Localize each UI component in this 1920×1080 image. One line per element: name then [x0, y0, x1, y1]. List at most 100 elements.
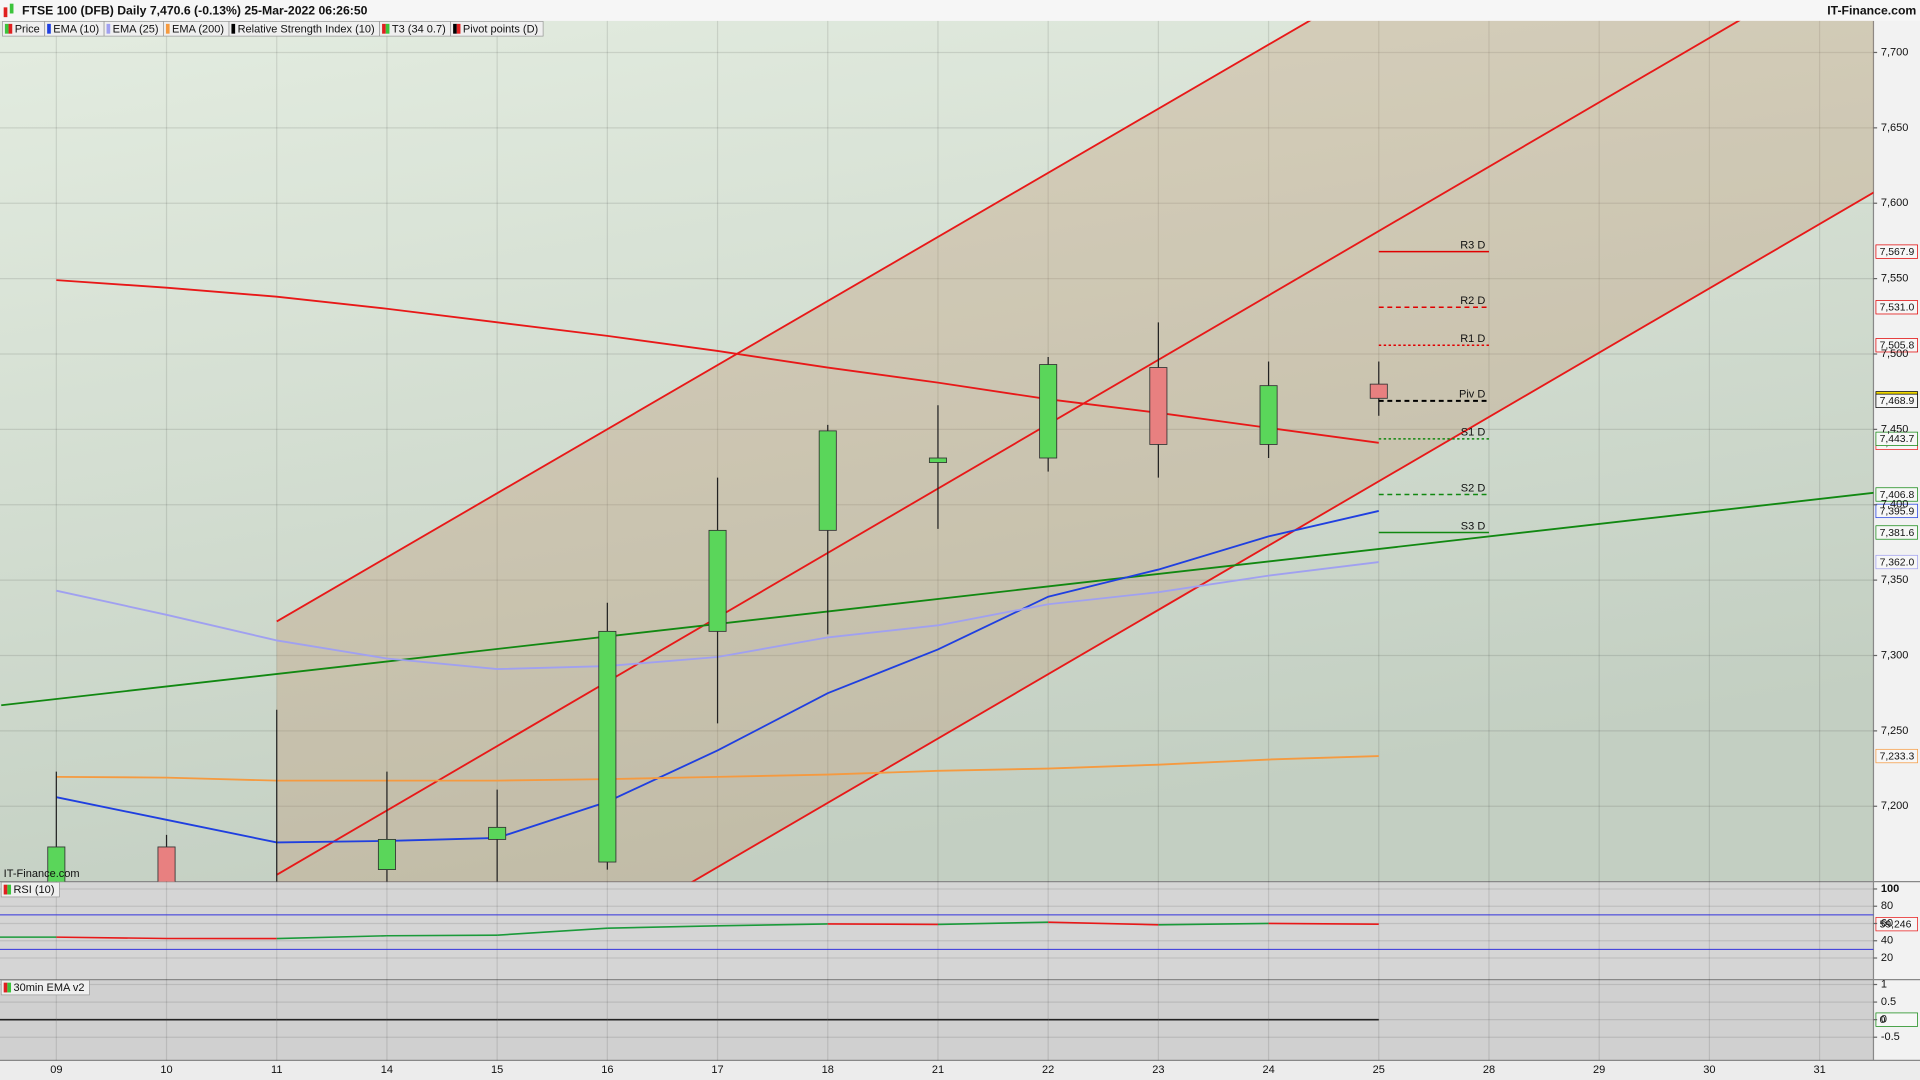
indicator-line — [1158, 922, 1269, 926]
indicator-line — [386, 934, 498, 937]
legend-chip-icon — [8, 23, 13, 34]
y-tick-label: 7,700 — [1881, 46, 1909, 58]
indicator-line — [1048, 921, 1159, 926]
brand: IT-Finance.com — [1827, 3, 1916, 17]
legend-label: Pivot points (D) — [463, 23, 538, 35]
y-tick-label: 40 — [1881, 935, 1893, 947]
x-tick-label: 11 — [271, 1064, 282, 1076]
value-badge-label: 7,381.6 — [1880, 528, 1915, 539]
y-tick-label: 7,400 — [1881, 499, 1909, 511]
pivot-label: S2 D — [1461, 482, 1486, 494]
legend-label: Price — [15, 23, 40, 35]
pivot-label: R1 D — [1460, 333, 1485, 345]
legend-label: RSI (10) — [13, 884, 54, 896]
candle-body — [928, 457, 947, 463]
value-badge-label: 7,233.3 — [1880, 751, 1915, 762]
legend-chip-icon — [165, 23, 170, 34]
value-badge — [1875, 554, 1918, 570]
value-badge — [1875, 525, 1918, 540]
indicator-line — [276, 934, 387, 940]
value-badge — [1875, 503, 1918, 519]
header-title: FTSE 100 (DFB) Daily 7,470.6 (-0.13%) 25… — [22, 3, 368, 17]
indicator-line — [607, 925, 718, 929]
value-badge-label: 7,406.8 — [1880, 490, 1915, 501]
legend-label: 30min EMA v2 — [13, 982, 84, 994]
y-tick-label: 7,350 — [1881, 574, 1909, 586]
candle-body — [1369, 383, 1388, 399]
legend-chip: T3 (34 0.7) — [379, 21, 452, 37]
legend-chip: 30min EMA v2 — [0, 979, 90, 996]
legend-chip-icon — [3, 884, 8, 895]
legend-label: Relative Strength Index (10) — [238, 23, 375, 35]
x-tick-label: 10 — [160, 1064, 172, 1076]
y-tick-label: 7,450 — [1881, 423, 1909, 435]
y-tick-label: 0.5 — [1881, 996, 1896, 1008]
value-badge-label: 0 — [1880, 1015, 1886, 1026]
trendline — [690, 191, 1874, 882]
trendline — [1, 491, 1874, 707]
legend-chip: EMA (25) — [103, 21, 164, 37]
pivot-label: R3 D — [1460, 239, 1485, 251]
value-badge — [1875, 393, 1918, 408]
value-badge-label: 7,443.7 — [1880, 434, 1915, 445]
y-tick-label: 20 — [1881, 952, 1893, 964]
candle-body — [708, 529, 727, 632]
legend-chip-bg — [0, 881, 60, 898]
legend-chip-icon — [7, 982, 12, 993]
value-badge — [1875, 487, 1918, 502]
indicator-line — [717, 923, 828, 927]
main-plot — [1, 20, 1874, 882]
legend-label: EMA (25) — [113, 23, 159, 35]
legend-chip-icon — [4, 23, 9, 34]
header-icon — [9, 3, 14, 14]
candle-body — [47, 846, 66, 882]
indicator-line — [1268, 922, 1379, 925]
value-badge-label: 59,246 — [1880, 920, 1912, 931]
value-badge-label: 7,395.9 — [1880, 506, 1915, 517]
y-tick-label: 7,600 — [1881, 197, 1909, 209]
value-badge — [1875, 917, 1918, 932]
legend-chip-icon — [47, 23, 51, 34]
legend-chip: Price — [2, 21, 46, 37]
value-badge — [1875, 300, 1918, 315]
x-tick-label: 18 — [822, 1064, 834, 1076]
legend-chip-icon — [3, 982, 8, 993]
legend-chip: EMA (10) — [44, 21, 105, 37]
legend-chip-icon — [7, 884, 12, 895]
x-tick-label: 30 — [1703, 1064, 1715, 1076]
x-tick-label: 31 — [1813, 1064, 1825, 1076]
value-badge — [1875, 431, 1918, 446]
x-tick-label: 28 — [1483, 1064, 1495, 1076]
candle-body — [598, 630, 617, 863]
trendline — [276, 20, 1741, 876]
legend-label: EMA (200) — [172, 23, 224, 35]
legend-chip-icon — [382, 23, 386, 34]
pivot-label: Piv D — [1459, 389, 1485, 401]
y-tick-label: 7,300 — [1881, 649, 1909, 661]
x-tick-label: 17 — [711, 1064, 723, 1076]
y-tick-label: 0 — [1881, 1014, 1887, 1026]
value-badge — [1875, 244, 1918, 259]
y-tick-label: 7,250 — [1881, 725, 1909, 737]
channel — [276, 20, 1874, 882]
candle-body — [1039, 364, 1058, 459]
legend-chip: EMA (200) — [163, 21, 230, 37]
legend-chip-icon — [453, 23, 457, 34]
y-tick-label: -0.5 — [1881, 1031, 1900, 1043]
rsi-plot — [0, 914, 1874, 950]
pivot-label: S1 D — [1461, 427, 1486, 439]
indicator-line — [937, 921, 1049, 926]
main-panel-bg — [0, 20, 1874, 882]
value-badge-label: 7,567.9 — [1880, 247, 1915, 258]
x-tick-label: 29 — [1593, 1064, 1605, 1076]
value-badge — [1875, 748, 1918, 764]
x-tick-label: 21 — [932, 1064, 944, 1076]
legend-label: EMA (10) — [53, 23, 99, 35]
candle-body — [818, 430, 837, 531]
value-badge-label: 7,468.9 — [1880, 396, 1915, 407]
value-badge-label: 7,362.0 — [1880, 557, 1915, 568]
x-tick-label: 14 — [381, 1064, 393, 1076]
candle-body — [157, 846, 176, 882]
candle-body — [1259, 385, 1278, 445]
legend-chip-icon — [456, 23, 461, 34]
